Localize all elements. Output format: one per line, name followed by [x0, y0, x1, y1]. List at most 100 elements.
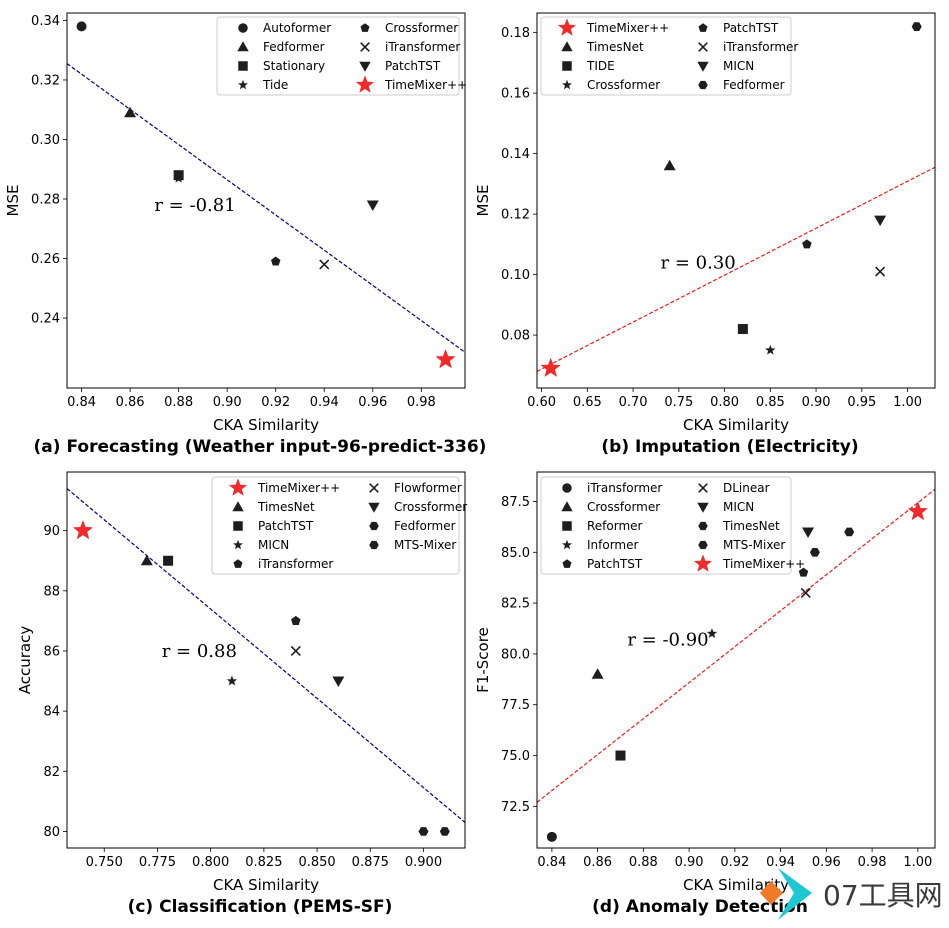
- legend-label: MICN: [258, 538, 289, 552]
- trend-line: [537, 488, 935, 803]
- y-axis-label: MSE: [4, 185, 22, 217]
- x-tick-label: 1.00: [903, 855, 932, 870]
- chart-panel-3: 0.750 0.775 0.800 0.825 0.850 0.875 0.900 80 82 8…: [16, 471, 467, 917]
- y-tick-label: 80.0: [501, 647, 530, 662]
- point-dlinear: [800, 587, 811, 598]
- axes-frame: [536, 471, 936, 849]
- y-tick-label: 0.08: [501, 329, 530, 344]
- legend-label: iTransformer: [723, 40, 798, 54]
- x-tick-label: 0.875: [352, 855, 389, 870]
- y-tick-label: 80: [43, 825, 60, 840]
- point-autoformer: [76, 21, 87, 32]
- legend-box: [216, 16, 460, 96]
- x-tick-label: 0.88: [629, 855, 658, 870]
- point-itransformer: [875, 266, 886, 277]
- point-fedformer: [418, 827, 429, 836]
- x-tick-label: 0.92: [720, 855, 749, 870]
- legend-box: [540, 476, 792, 575]
- legend-label: Fedformer: [394, 519, 456, 533]
- legend-label: Crossformer: [394, 500, 467, 514]
- x-tick-label: 0.94: [766, 855, 795, 870]
- legend-marker-itransformer: [698, 42, 708, 52]
- legend-marker-reformer: [562, 521, 572, 531]
- legend-label: MICN: [723, 500, 754, 514]
- y-axis-label: MSE: [474, 185, 492, 217]
- legend-label: MICN: [723, 59, 754, 73]
- watermark-text: 07工具网: [823, 879, 943, 912]
- x-tick-label: 0.70: [619, 395, 648, 410]
- legend-marker-crossformer: [562, 79, 572, 90]
- point-itransformer: [319, 259, 330, 270]
- legend-marker-tide: [238, 79, 248, 90]
- legend-marker-crossformer: [368, 502, 380, 513]
- point-mts-mixer: [439, 827, 450, 836]
- legend-label: Autoformer: [263, 21, 331, 35]
- legend-marker-fedformer: [369, 521, 379, 531]
- trend-line: [67, 488, 465, 823]
- point-informer: [706, 628, 718, 639]
- legend-label: DLinear: [723, 481, 770, 495]
- legend-marker-stationary: [238, 61, 248, 71]
- y-tick-label: 0.30: [31, 133, 60, 148]
- y-tick-label: 87.5: [501, 495, 530, 510]
- legend-label: TimeMixer++: [384, 78, 467, 92]
- x-tick-label: 0.84: [537, 855, 566, 870]
- legend: iTransformer Crossformer Reformer Informer P…: [540, 476, 805, 575]
- trend-line: [537, 166, 935, 372]
- chart-panel-2: 0.60 0.65 0.70 0.75 0.80 0.85 0.90 0.95 1.00 0.08…: [474, 12, 936, 457]
- y-tick-label: 90: [43, 524, 60, 539]
- legend-label: iTransformer: [385, 40, 460, 54]
- point-crossformer: [765, 344, 776, 355]
- point-itransformer: [546, 831, 557, 842]
- legend-label: Reformer: [587, 519, 643, 533]
- y-tick-label: 0.10: [501, 268, 530, 283]
- x-tick-label: 0.800: [192, 855, 229, 870]
- axes-frame: [536, 12, 936, 389]
- watermark-logo-teal-icon: [778, 868, 812, 920]
- x-tick-label: 0.750: [86, 855, 123, 870]
- y-axis-label: F1-Score: [474, 627, 492, 693]
- legend-label: Fedformer: [723, 78, 785, 92]
- legend-marker-tide: [562, 61, 572, 71]
- x-tick-label: 0.60: [527, 395, 556, 410]
- point-timemixer-: [907, 500, 929, 521]
- y-tick-label: 77.5: [501, 698, 530, 713]
- x-axis-label: CKA Similarity: [213, 876, 319, 894]
- legend-marker-timesnet: [698, 521, 708, 531]
- legend-marker-micn: [697, 61, 709, 72]
- y-tick-label: 72.5: [501, 800, 530, 815]
- x-tick-label: 0.90: [213, 395, 242, 410]
- chart-panel-4: 0.84 0.86 0.88 0.90 0.92 0.94 0.96 0.98 1.00 72.5…: [474, 471, 936, 917]
- y-tick-label: 0.24: [31, 312, 60, 327]
- y-tick-label: 82.5: [501, 597, 530, 612]
- x-tick-label: 0.900: [405, 855, 442, 870]
- y-tick-label: 86: [43, 644, 60, 659]
- legend-marker-itransformer: [562, 483, 572, 493]
- y-tick-label: 84: [43, 705, 60, 720]
- point-timesnet: [663, 159, 676, 171]
- y-tick-label: 0.28: [31, 193, 60, 208]
- point-fedformer: [911, 22, 922, 31]
- y-tick-label: 0.14: [501, 147, 530, 162]
- legend-marker-timemixer-: [557, 18, 577, 36]
- x-tick-label: 0.825: [245, 855, 282, 870]
- legend-label: Tide: [262, 78, 288, 92]
- legend-label: TimeMixer++: [722, 557, 805, 571]
- panel-caption: (a) Forecasting (Weather input-96-predic…: [34, 437, 487, 457]
- correlation-annotation: r = 0.30: [661, 252, 736, 273]
- legend-marker-timemixer-: [693, 554, 713, 572]
- legend-marker-informer: [562, 539, 572, 550]
- panel-caption: (b) Imputation (Electricity): [601, 437, 858, 457]
- watermark: 07工具网: [760, 868, 943, 920]
- legend-label: Stationary: [263, 59, 325, 73]
- legend-marker-fedformer: [237, 41, 249, 52]
- legend-marker-patchtst: [233, 521, 243, 531]
- y-tick-label: 0.34: [31, 14, 60, 29]
- legend-label: iTransformer: [587, 481, 662, 495]
- legend-label: TimesNet: [586, 40, 644, 54]
- y-tick-label: 0.18: [501, 26, 530, 41]
- y-tick-label: 85.0: [501, 546, 530, 561]
- x-tick-label: 0.88: [164, 395, 193, 410]
- legend-marker-flowformer: [369, 483, 379, 493]
